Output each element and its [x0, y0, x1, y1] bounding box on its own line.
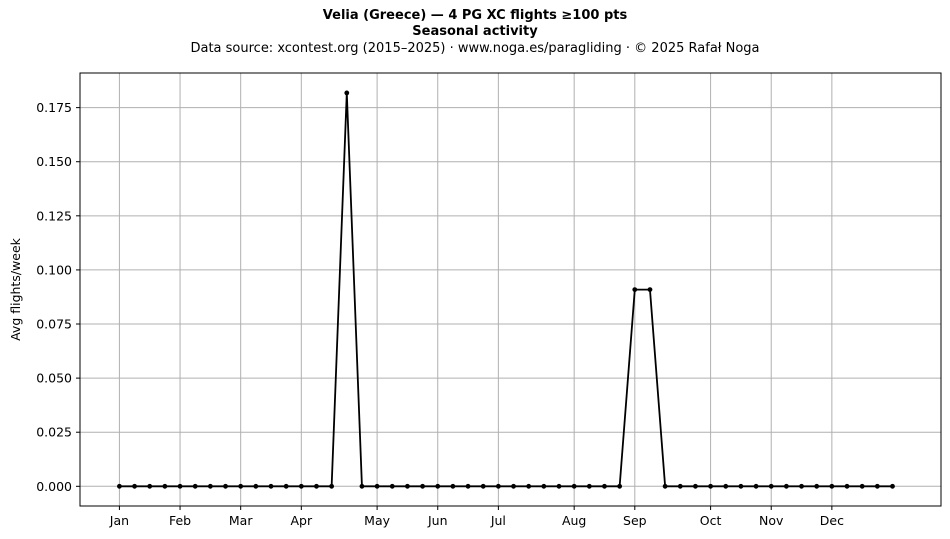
data-point [389, 483, 395, 489]
data-point [253, 483, 259, 489]
data-point [541, 483, 547, 489]
data-point [662, 483, 668, 489]
data-point [556, 483, 562, 489]
y-axis-label: Avg flights/week [8, 237, 23, 341]
data-point [162, 483, 168, 489]
data-point [602, 483, 607, 489]
x-tick-label: Oct [700, 513, 722, 528]
plot-frame [79, 72, 942, 507]
data-point [207, 483, 213, 489]
data-point [283, 483, 289, 489]
data-point [147, 483, 153, 489]
chart-subtitle: Seasonal activity [412, 24, 538, 39]
data-point [495, 483, 501, 489]
x-tick-label: Nov [759, 513, 784, 528]
data-point [465, 483, 471, 489]
data-point [223, 483, 228, 489]
chart-title: Velia (Greece) — 4 PG XC flights ≥100 pt… [322, 8, 628, 23]
chart-source-note: Data source: xcontest.org (2015–2025) · … [190, 41, 760, 56]
y-tick-label: 0.150 [36, 154, 72, 169]
x-tick-label: Jan [109, 513, 129, 528]
data-point [677, 483, 683, 489]
x-tick-label: Jul [490, 513, 506, 528]
x-tick-label: Sep [623, 513, 647, 528]
data-point [844, 483, 850, 489]
x-tick-label: Jun [427, 513, 448, 528]
series-layer [117, 90, 895, 489]
data-point [268, 483, 274, 489]
data-point [859, 483, 865, 489]
y-tick-label: 0.075 [36, 317, 72, 332]
data-point [329, 483, 335, 489]
x-tick-label: Apr [291, 513, 313, 528]
series-line [119, 92, 893, 488]
data-point [874, 483, 880, 489]
x-tick-label: Mar [229, 513, 253, 528]
y-tick-label: 0.000 [36, 479, 72, 494]
data-point [344, 90, 350, 96]
data-point [571, 483, 577, 489]
y-tick-label: 0.100 [36, 262, 72, 277]
data-point [617, 483, 623, 489]
axis-tick-layer: Jan Feb Mar Apr May Jun Jul Aug Sep Oct Nov Dec 0.00… [36, 100, 844, 528]
data-point [238, 483, 244, 489]
chart-title-block: Velia (Greece) — 4 PG XC flights ≥100 pt… [0, 8, 950, 58]
data-point [480, 483, 486, 489]
data-point [753, 483, 759, 489]
data-point [693, 483, 698, 489]
data-point [586, 483, 592, 489]
x-tick-label: Aug [562, 513, 586, 528]
y-tick-label: 0.050 [36, 371, 72, 386]
data-point [405, 483, 410, 489]
data-point [450, 483, 456, 489]
data-point [783, 483, 789, 489]
x-tick-label: Dec [820, 513, 844, 528]
data-point [632, 287, 638, 293]
data-point [117, 483, 122, 489]
data-point [814, 483, 820, 489]
data-point [192, 483, 198, 489]
y-tick-label: 0.125 [36, 208, 72, 223]
data-point [511, 483, 516, 489]
data-point [314, 483, 319, 489]
data-point [435, 483, 441, 489]
data-point [298, 483, 304, 489]
data-point [647, 287, 653, 293]
data-point [132, 483, 137, 489]
y-tick-label: 0.025 [36, 425, 72, 440]
data-point [723, 483, 729, 489]
data-point [420, 483, 425, 489]
data-point [768, 483, 774, 489]
data-point [738, 483, 744, 489]
data-point [359, 483, 365, 489]
data-point [526, 483, 532, 489]
grid-layer [80, 73, 941, 506]
x-tick-label: Feb [169, 513, 191, 528]
data-point [890, 483, 895, 489]
data-point [708, 483, 713, 489]
data-point [177, 483, 183, 489]
data-point [829, 483, 835, 489]
data-point [374, 483, 380, 489]
x-tick-label: May [364, 513, 390, 528]
y-tick-label: 0.175 [36, 100, 72, 115]
data-point [799, 483, 804, 489]
